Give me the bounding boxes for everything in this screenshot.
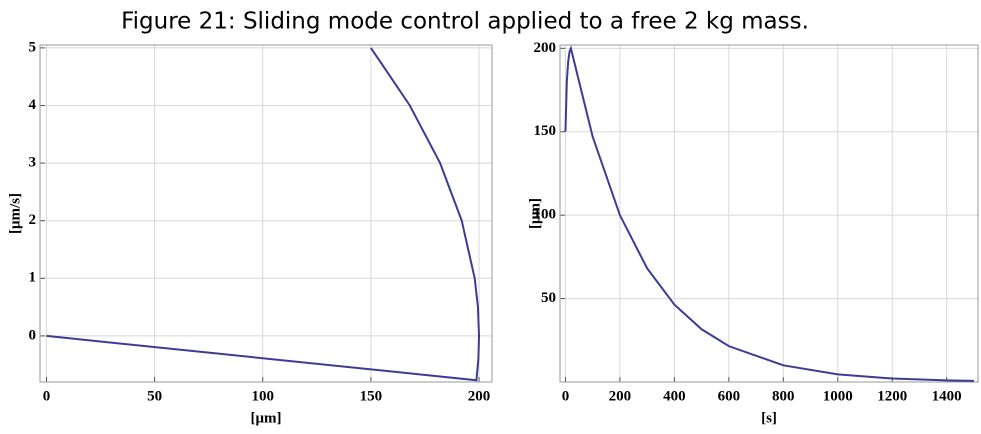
x-tick-label: 200 xyxy=(468,388,491,404)
y-tick-label: 1 xyxy=(29,270,37,286)
x-tick-label: 0 xyxy=(562,388,570,404)
plot-frame xyxy=(39,44,493,383)
x-tick-label: 0 xyxy=(43,388,51,404)
y-axis-label: [μm] xyxy=(527,198,543,229)
y-tick-label: 100 xyxy=(534,207,557,223)
x-tick-label: 400 xyxy=(663,388,686,404)
y-tick-label: 200 xyxy=(534,40,557,56)
x-tick-label: 50 xyxy=(147,388,162,404)
y-tick-label: 0 xyxy=(29,327,37,343)
y-tick-label: 2 xyxy=(29,212,37,228)
plot-frame xyxy=(559,44,979,383)
data-line xyxy=(46,47,481,382)
y-tick-label: 3 xyxy=(29,155,37,171)
data-line xyxy=(564,45,974,382)
x-tick-label: 600 xyxy=(718,388,741,404)
y-tick-label: 5 xyxy=(29,39,37,55)
y-tick-label: 4 xyxy=(29,97,37,113)
x-tick-label: 1000 xyxy=(823,388,853,404)
x-tick-label: 200 xyxy=(609,388,632,404)
x-tick-label: 150 xyxy=(360,388,383,404)
y-tick-label: 150 xyxy=(534,123,557,139)
x-tick-label: 100 xyxy=(252,388,275,404)
x-axis-label: [μm] xyxy=(251,410,282,426)
x-tick-label: 1200 xyxy=(877,388,907,404)
y-axis-label: [μm/s] xyxy=(7,193,23,234)
x-tick-label: 800 xyxy=(772,388,795,404)
figure-title: Figure 21: Sliding mode control applied … xyxy=(121,9,809,35)
x-tick-label: 1400 xyxy=(932,388,962,404)
y-tick-label: 50 xyxy=(541,290,556,306)
x-axis-label: [s] xyxy=(761,410,777,426)
